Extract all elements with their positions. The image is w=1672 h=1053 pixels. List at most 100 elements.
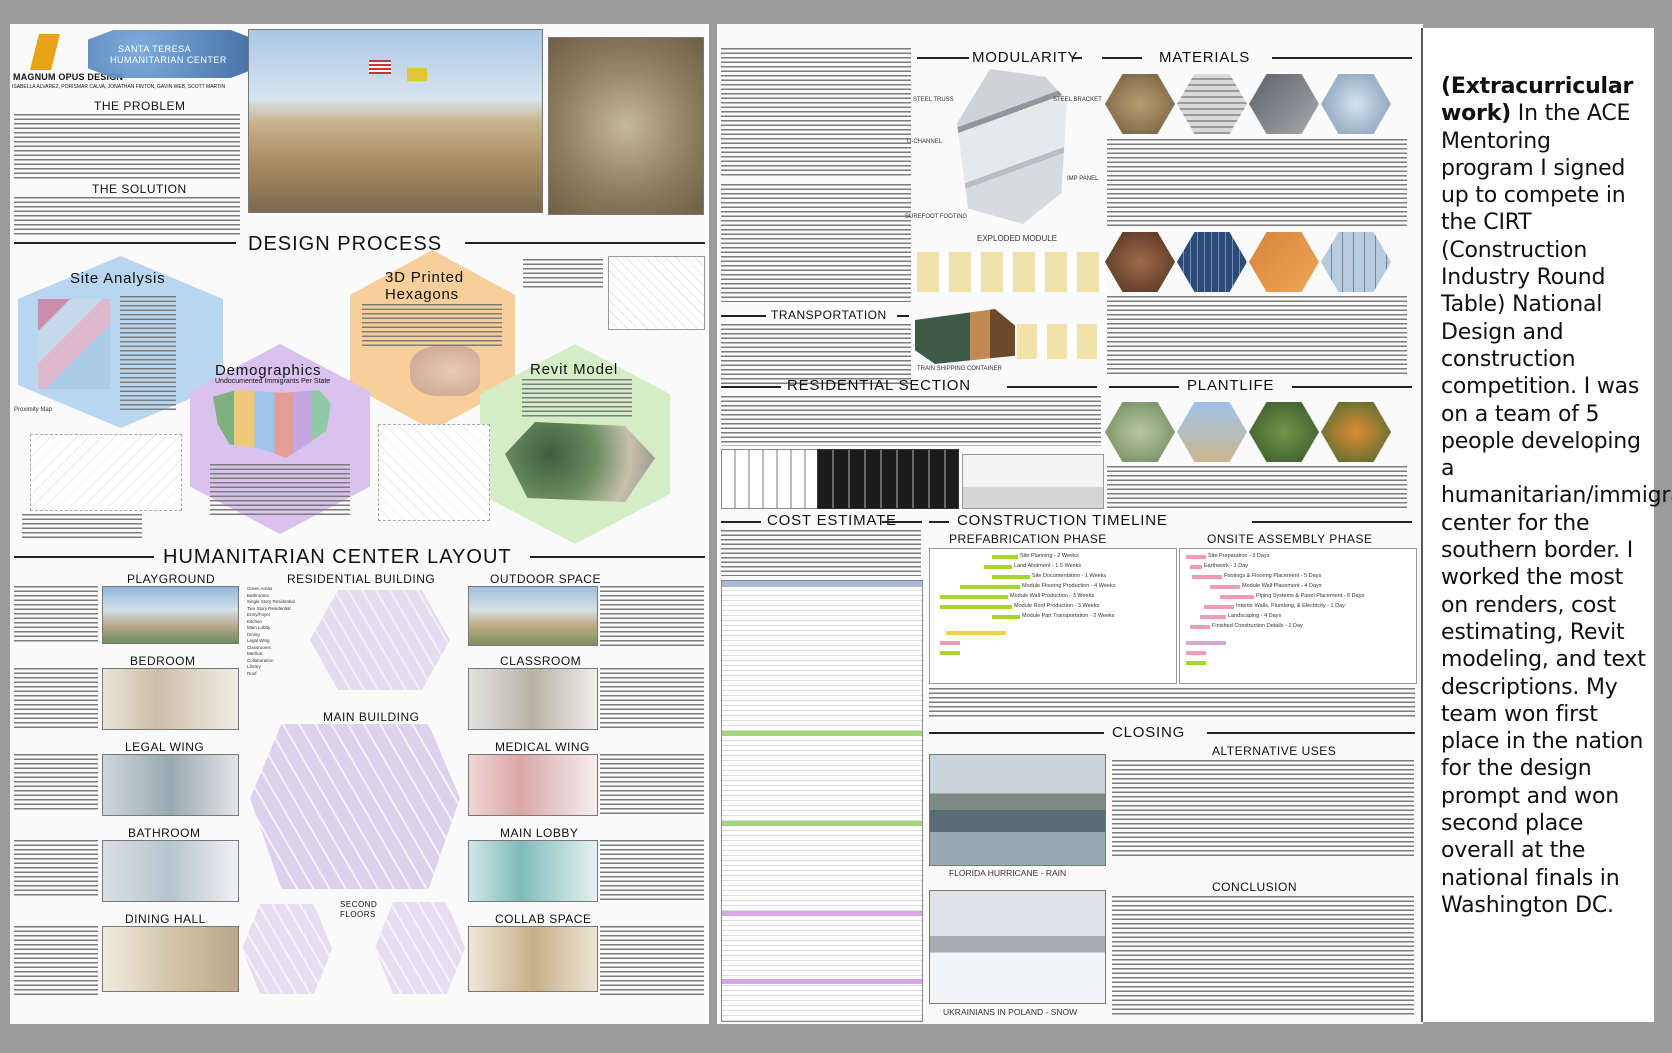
medical-wing-text	[600, 754, 704, 816]
module-variants	[917, 252, 1107, 292]
legend-item: Medical	[247, 651, 263, 656]
room-label-playground: PLAYGROUND	[127, 572, 216, 586]
description-body: In the ACE Mentoring program I signed up…	[1441, 101, 1672, 918]
medical-wing-photo	[468, 754, 598, 816]
transportation-heading: TRANSPORTATION	[771, 308, 887, 322]
residential-floor-plan	[310, 590, 450, 690]
demographics-subheading: Undocumented Immigrants Per State	[215, 378, 331, 385]
gantt-bar	[940, 605, 1012, 609]
room-label-legal-wing: LEGAL WING	[125, 740, 205, 754]
gantt-bar	[940, 641, 960, 645]
section-divider	[721, 521, 761, 523]
second-floors-label-2: FLOORS	[340, 910, 376, 919]
room-label-main-lobby: MAIN LOBBY	[500, 826, 579, 840]
legend-item: Classrooms	[247, 644, 271, 650]
problem-text	[14, 114, 240, 180]
residential-building-heading: RESIDENTIAL BUILDING	[287, 572, 436, 586]
room-label-bathroom: BATHROOM	[128, 826, 201, 840]
plant-hex-agave	[1105, 402, 1175, 462]
project-title-line2: HUMANITARIAN CENTER	[110, 55, 227, 65]
gantt-bar	[1186, 651, 1206, 655]
gantt-bar	[1186, 661, 1206, 665]
material-hex-luxury-vinyl	[1249, 232, 1319, 292]
closing-heading: CLOSING	[1112, 724, 1186, 741]
demographics-heading: Demographics	[215, 362, 322, 379]
bedroom-photo	[102, 668, 239, 730]
timeline-heading: CONSTRUCTION TIMELINE	[957, 512, 1168, 529]
legend-item: Entry/Foyer	[247, 612, 271, 617]
site-analysis-heading: Site Analysis	[70, 270, 166, 287]
modularity-text-2	[721, 184, 911, 244]
main-lobby-photo	[468, 840, 598, 902]
gantt-bar	[992, 555, 1018, 559]
cost-estimate-table	[721, 580, 923, 1022]
materials-text-row1	[1107, 139, 1407, 229]
gantt-bar	[940, 595, 1008, 599]
legend-item: Bathrooms	[247, 592, 269, 598]
table-subtotal-row	[722, 731, 922, 736]
legend-item: Dining	[247, 631, 260, 637]
site-map-caption: Proximity Map	[14, 407, 53, 413]
material-hex-polystyrene	[1177, 74, 1247, 134]
gantt-task-label: Module Wall Production - 3 Weeks	[1010, 593, 1095, 599]
modularity-heading: MODULARITY	[972, 49, 1079, 66]
project-title-line1: SANTA TERESA	[118, 44, 192, 54]
printed-hexagons-heading-1: 3D Printed	[385, 269, 464, 286]
modularity-text-1	[721, 48, 911, 178]
gantt-task-label: Footings & Flooring Placement - 5 Days	[1224, 573, 1322, 579]
gantt-bar	[1220, 595, 1254, 599]
design-caption	[523, 259, 603, 289]
prefab-phase-heading: PREFABRICATION PHASE	[949, 532, 1107, 546]
dining-hall-photo	[102, 926, 239, 992]
alternative-uses-heading: ALTERNATIVE USES	[1212, 744, 1337, 758]
gantt-task-label: Site Planning - 2 Weeks	[1020, 553, 1079, 559]
design-process-heading: DESIGN PROCESS	[248, 233, 443, 255]
module-label-surefoot: SUREFOOT FOOTING	[905, 214, 968, 220]
outdoor-space-text	[600, 586, 704, 646]
table-subtotal-row	[722, 821, 922, 826]
ukraine-caption: UKRAINIANS IN POLAND - SNOW	[943, 1007, 1078, 1017]
site-analysis-text	[120, 296, 176, 411]
train-label: TRAIN SHIPPING CONTAINER	[917, 366, 1002, 372]
left-poster-board: MAGNUM OPUS DESIGN SANTA TERESA HUMANITA…	[10, 24, 709, 1024]
gantt-task-label: Module Flooring Production - 4 Weeks	[1022, 583, 1116, 589]
floor-plan-sketch	[608, 256, 705, 330]
module-variants	[1017, 324, 1107, 359]
gantt-bar	[992, 575, 1030, 579]
section-divider	[465, 242, 705, 244]
residential-section-text	[721, 396, 1101, 446]
gantt-bar	[1190, 565, 1202, 569]
gantt-task-label: Module Part Transportation - 2 Weeks	[1022, 613, 1115, 619]
bedroom-text	[14, 668, 98, 728]
plantlife-heading: PLANTLIFE	[1187, 377, 1275, 394]
bathroom-photo	[102, 840, 239, 902]
legend-item: Legal Wing	[247, 638, 270, 643]
collab-space-photo	[468, 926, 598, 992]
florida-hurricane-photo	[929, 754, 1106, 866]
section-divider	[721, 386, 781, 388]
printed-hexagons-text	[362, 304, 502, 349]
exploded-module-diagram	[957, 69, 1067, 224]
section-divider	[14, 242, 236, 244]
module-label-imp-panel: IMP PANEL	[1067, 176, 1099, 182]
gantt-task-label: Earthwork - 1 Day	[1204, 563, 1249, 569]
legend-item: Two Story Residential	[247, 605, 291, 611]
collab-space-text	[600, 926, 704, 998]
gantt-bar	[992, 615, 1020, 619]
table-header-row	[722, 581, 922, 587]
project-description: (Extracurricular work) In the ACE Mentor…	[1441, 73, 1672, 919]
module-label-u-channel: U-CHANNEL	[907, 139, 943, 145]
description-panel: (Extracurricular work) In the ACE Mentor…	[1421, 28, 1672, 1022]
section-elevation	[962, 454, 1104, 509]
legend-item: Library	[247, 664, 261, 669]
hand-holding-hexagon-photo	[410, 346, 480, 396]
floor-plan-legend: Green Areas Bathrooms Single Story Resid…	[247, 586, 307, 686]
section-divider	[929, 732, 1104, 734]
timeline-text	[929, 688, 1415, 718]
section-divider	[1102, 57, 1142, 59]
room-label-outdoor-space: OUTDOOR SPACE	[490, 572, 601, 586]
onsite-gantt-chart: Site Preparation - 3 Days Earthwork - 1 …	[1179, 548, 1417, 684]
gantt-bar	[1210, 585, 1240, 589]
conclusion-heading: CONCLUSION	[1212, 880, 1298, 894]
gantt-bar	[984, 565, 1012, 569]
